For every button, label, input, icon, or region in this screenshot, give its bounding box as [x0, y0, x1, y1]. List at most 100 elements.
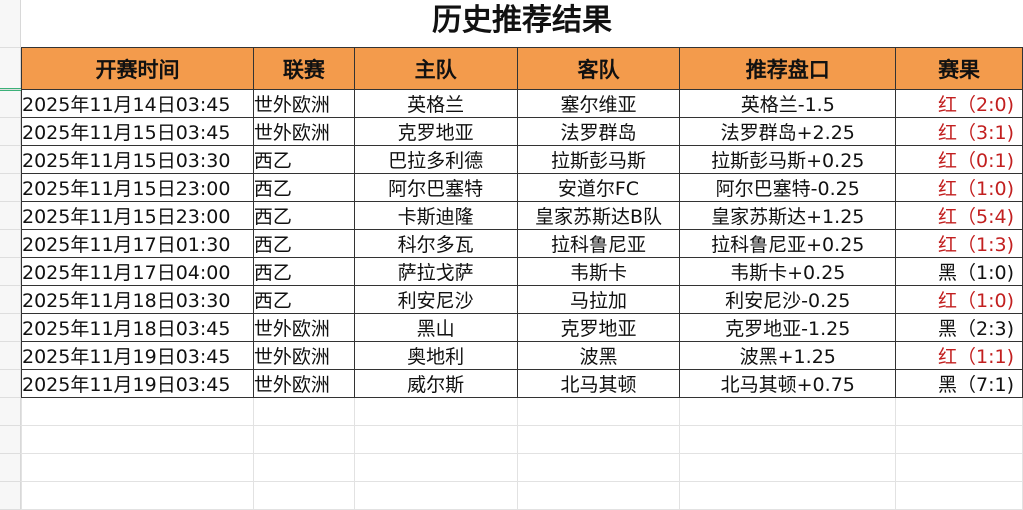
cell-league[interactable]: 世外欧洲	[252, 117, 355, 146]
cell-home[interactable]: 奥地利	[353, 341, 518, 370]
empty-cell[interactable]	[353, 453, 518, 482]
cell-time[interactable]: 2025年11月15日23:00	[21, 201, 254, 230]
cell-result[interactable]: 红（1:0)	[895, 285, 1023, 314]
cell-away[interactable]: 波黑	[516, 341, 681, 370]
empty-cell[interactable]	[21, 425, 254, 454]
empty-cell[interactable]	[353, 425, 518, 454]
cell-result[interactable]: 红（1:0)	[895, 173, 1023, 202]
cell-pick[interactable]: 法罗群岛+2.25	[679, 117, 897, 146]
empty-cell[interactable]	[252, 425, 355, 454]
cell-league[interactable]: 世外欧洲	[252, 313, 355, 342]
empty-cell[interactable]	[252, 453, 355, 482]
header-time[interactable]: 开赛时间	[21, 47, 254, 90]
cell-time[interactable]: 2025年11月19日03:45	[21, 369, 254, 398]
cell-home[interactable]: 利安尼沙	[353, 285, 518, 314]
empty-cell[interactable]	[516, 481, 681, 510]
cell-time[interactable]: 2025年11月19日03:45	[21, 341, 254, 370]
cell-home[interactable]: 英格兰	[353, 89, 518, 118]
cell-time[interactable]: 2025年11月18日03:45	[21, 313, 254, 342]
cell-away[interactable]: 塞尔维亚	[516, 89, 681, 118]
cell-time[interactable]: 2025年11月18日03:30	[21, 285, 254, 314]
row-header-strip[interactable]	[0, 0, 21, 510]
cell-pick[interactable]: 利安尼沙-0.25	[679, 285, 897, 314]
cell-away[interactable]: 安道尔FC	[516, 173, 681, 202]
cell-home[interactable]: 科尔多瓦	[353, 229, 518, 258]
cell-time[interactable]: 2025年11月15日03:45	[21, 117, 254, 146]
empty-cell[interactable]	[21, 397, 254, 426]
cell-league[interactable]: 西乙	[252, 201, 355, 230]
cell-league[interactable]: 西乙	[252, 257, 355, 286]
cell-pick[interactable]: 韦斯卡+0.25	[679, 257, 897, 286]
cell-away[interactable]: 马拉加	[516, 285, 681, 314]
empty-cell[interactable]	[21, 481, 254, 510]
cell-away[interactable]: 皇家苏斯达B队	[516, 201, 681, 230]
cell-result[interactable]: 黑（1:0)	[895, 257, 1023, 286]
empty-cell[interactable]	[353, 397, 518, 426]
cell-result[interactable]: 红（0:1)	[895, 145, 1023, 174]
empty-cell[interactable]	[21, 453, 254, 482]
empty-cell[interactable]	[895, 453, 1023, 482]
cell-result[interactable]: 红（2:0)	[895, 89, 1023, 118]
empty-cell[interactable]	[353, 481, 518, 510]
cell-pick[interactable]: 拉科鲁尼亚+0.25	[679, 229, 897, 258]
table-row: 2025年11月17日04:00 西乙 萨拉戈萨 韦斯卡 韦斯卡+0.25 黑（1:0)	[21, 257, 1023, 286]
empty-cell[interactable]	[679, 481, 897, 510]
cell-league[interactable]: 世外欧洲	[252, 89, 355, 118]
cell-home[interactable]: 萨拉戈萨	[353, 257, 518, 286]
cell-pick[interactable]: 北马其顿+0.75	[679, 369, 897, 398]
header-away[interactable]: 客队	[516, 47, 681, 90]
cell-time[interactable]: 2025年11月14日03:45	[21, 89, 254, 118]
cell-league[interactable]: 世外欧洲	[252, 341, 355, 370]
header-pick[interactable]: 推荐盘口	[679, 47, 897, 90]
cell-pick[interactable]: 英格兰-1.5	[679, 89, 897, 118]
cell-home[interactable]: 威尔斯	[353, 369, 518, 398]
cell-home[interactable]: 巴拉多利德	[353, 145, 518, 174]
header-league[interactable]: 联赛	[252, 47, 355, 90]
empty-cell[interactable]	[516, 397, 681, 426]
empty-cell[interactable]	[516, 425, 681, 454]
cell-result[interactable]: 黑（7:1)	[895, 369, 1023, 398]
cell-league[interactable]: 西乙	[252, 285, 355, 314]
table-row: 2025年11月15日03:30 西乙 巴拉多利德 拉斯彭马斯 拉斯彭马斯+0.25 红（…	[21, 145, 1023, 174]
cell-pick[interactable]: 拉斯彭马斯+0.25	[679, 145, 897, 174]
cell-league[interactable]: 世外欧洲	[252, 369, 355, 398]
empty-cell[interactable]	[679, 425, 897, 454]
header-home[interactable]: 主队	[353, 47, 518, 90]
cell-result[interactable]: 红（5:4)	[895, 201, 1023, 230]
table-row: 2025年11月18日03:30 西乙 利安尼沙 马拉加 利安尼沙-0.25 红（1:0)	[21, 285, 1023, 314]
cell-away[interactable]: 法罗群岛	[516, 117, 681, 146]
cell-away[interactable]: 拉斯彭马斯	[516, 145, 681, 174]
cell-league[interactable]: 西乙	[252, 173, 355, 202]
cell-home[interactable]: 克罗地亚	[353, 117, 518, 146]
cell-home[interactable]: 卡斯迪隆	[353, 201, 518, 230]
cell-away[interactable]: 韦斯卡	[516, 257, 681, 286]
cell-time[interactable]: 2025年11月17日04:00	[21, 257, 254, 286]
empty-cell[interactable]	[895, 425, 1023, 454]
cell-away[interactable]: 拉科鲁尼亚	[516, 229, 681, 258]
cell-league[interactable]: 西乙	[252, 229, 355, 258]
cell-time[interactable]: 2025年11月15日23:00	[21, 173, 254, 202]
cell-result[interactable]: 红（1:1)	[895, 341, 1023, 370]
cell-result[interactable]: 红（3:1)	[895, 117, 1023, 146]
cell-result[interactable]: 黑（2:3)	[895, 313, 1023, 342]
cell-pick[interactable]: 阿尔巴塞特-0.25	[679, 173, 897, 202]
empty-cell[interactable]	[895, 481, 1023, 510]
empty-cell[interactable]	[679, 397, 897, 426]
empty-cell[interactable]	[252, 397, 355, 426]
cell-time[interactable]: 2025年11月17日01:30	[21, 229, 254, 258]
cell-away[interactable]: 克罗地亚	[516, 313, 681, 342]
cell-league[interactable]: 西乙	[252, 145, 355, 174]
empty-cell[interactable]	[895, 397, 1023, 426]
header-result[interactable]: 赛果	[895, 47, 1023, 90]
cell-time[interactable]: 2025年11月15日03:30	[21, 145, 254, 174]
cell-away[interactable]: 北马其顿	[516, 369, 681, 398]
cell-home[interactable]: 黑山	[353, 313, 518, 342]
cell-pick[interactable]: 波黑+1.25	[679, 341, 897, 370]
cell-home[interactable]: 阿尔巴塞特	[353, 173, 518, 202]
empty-cell[interactable]	[516, 453, 681, 482]
cell-pick[interactable]: 皇家苏斯达+1.25	[679, 201, 897, 230]
empty-cell[interactable]	[252, 481, 355, 510]
cell-pick[interactable]: 克罗地亚-1.25	[679, 313, 897, 342]
empty-cell[interactable]	[679, 453, 897, 482]
cell-result[interactable]: 红（1:3)	[895, 229, 1023, 258]
